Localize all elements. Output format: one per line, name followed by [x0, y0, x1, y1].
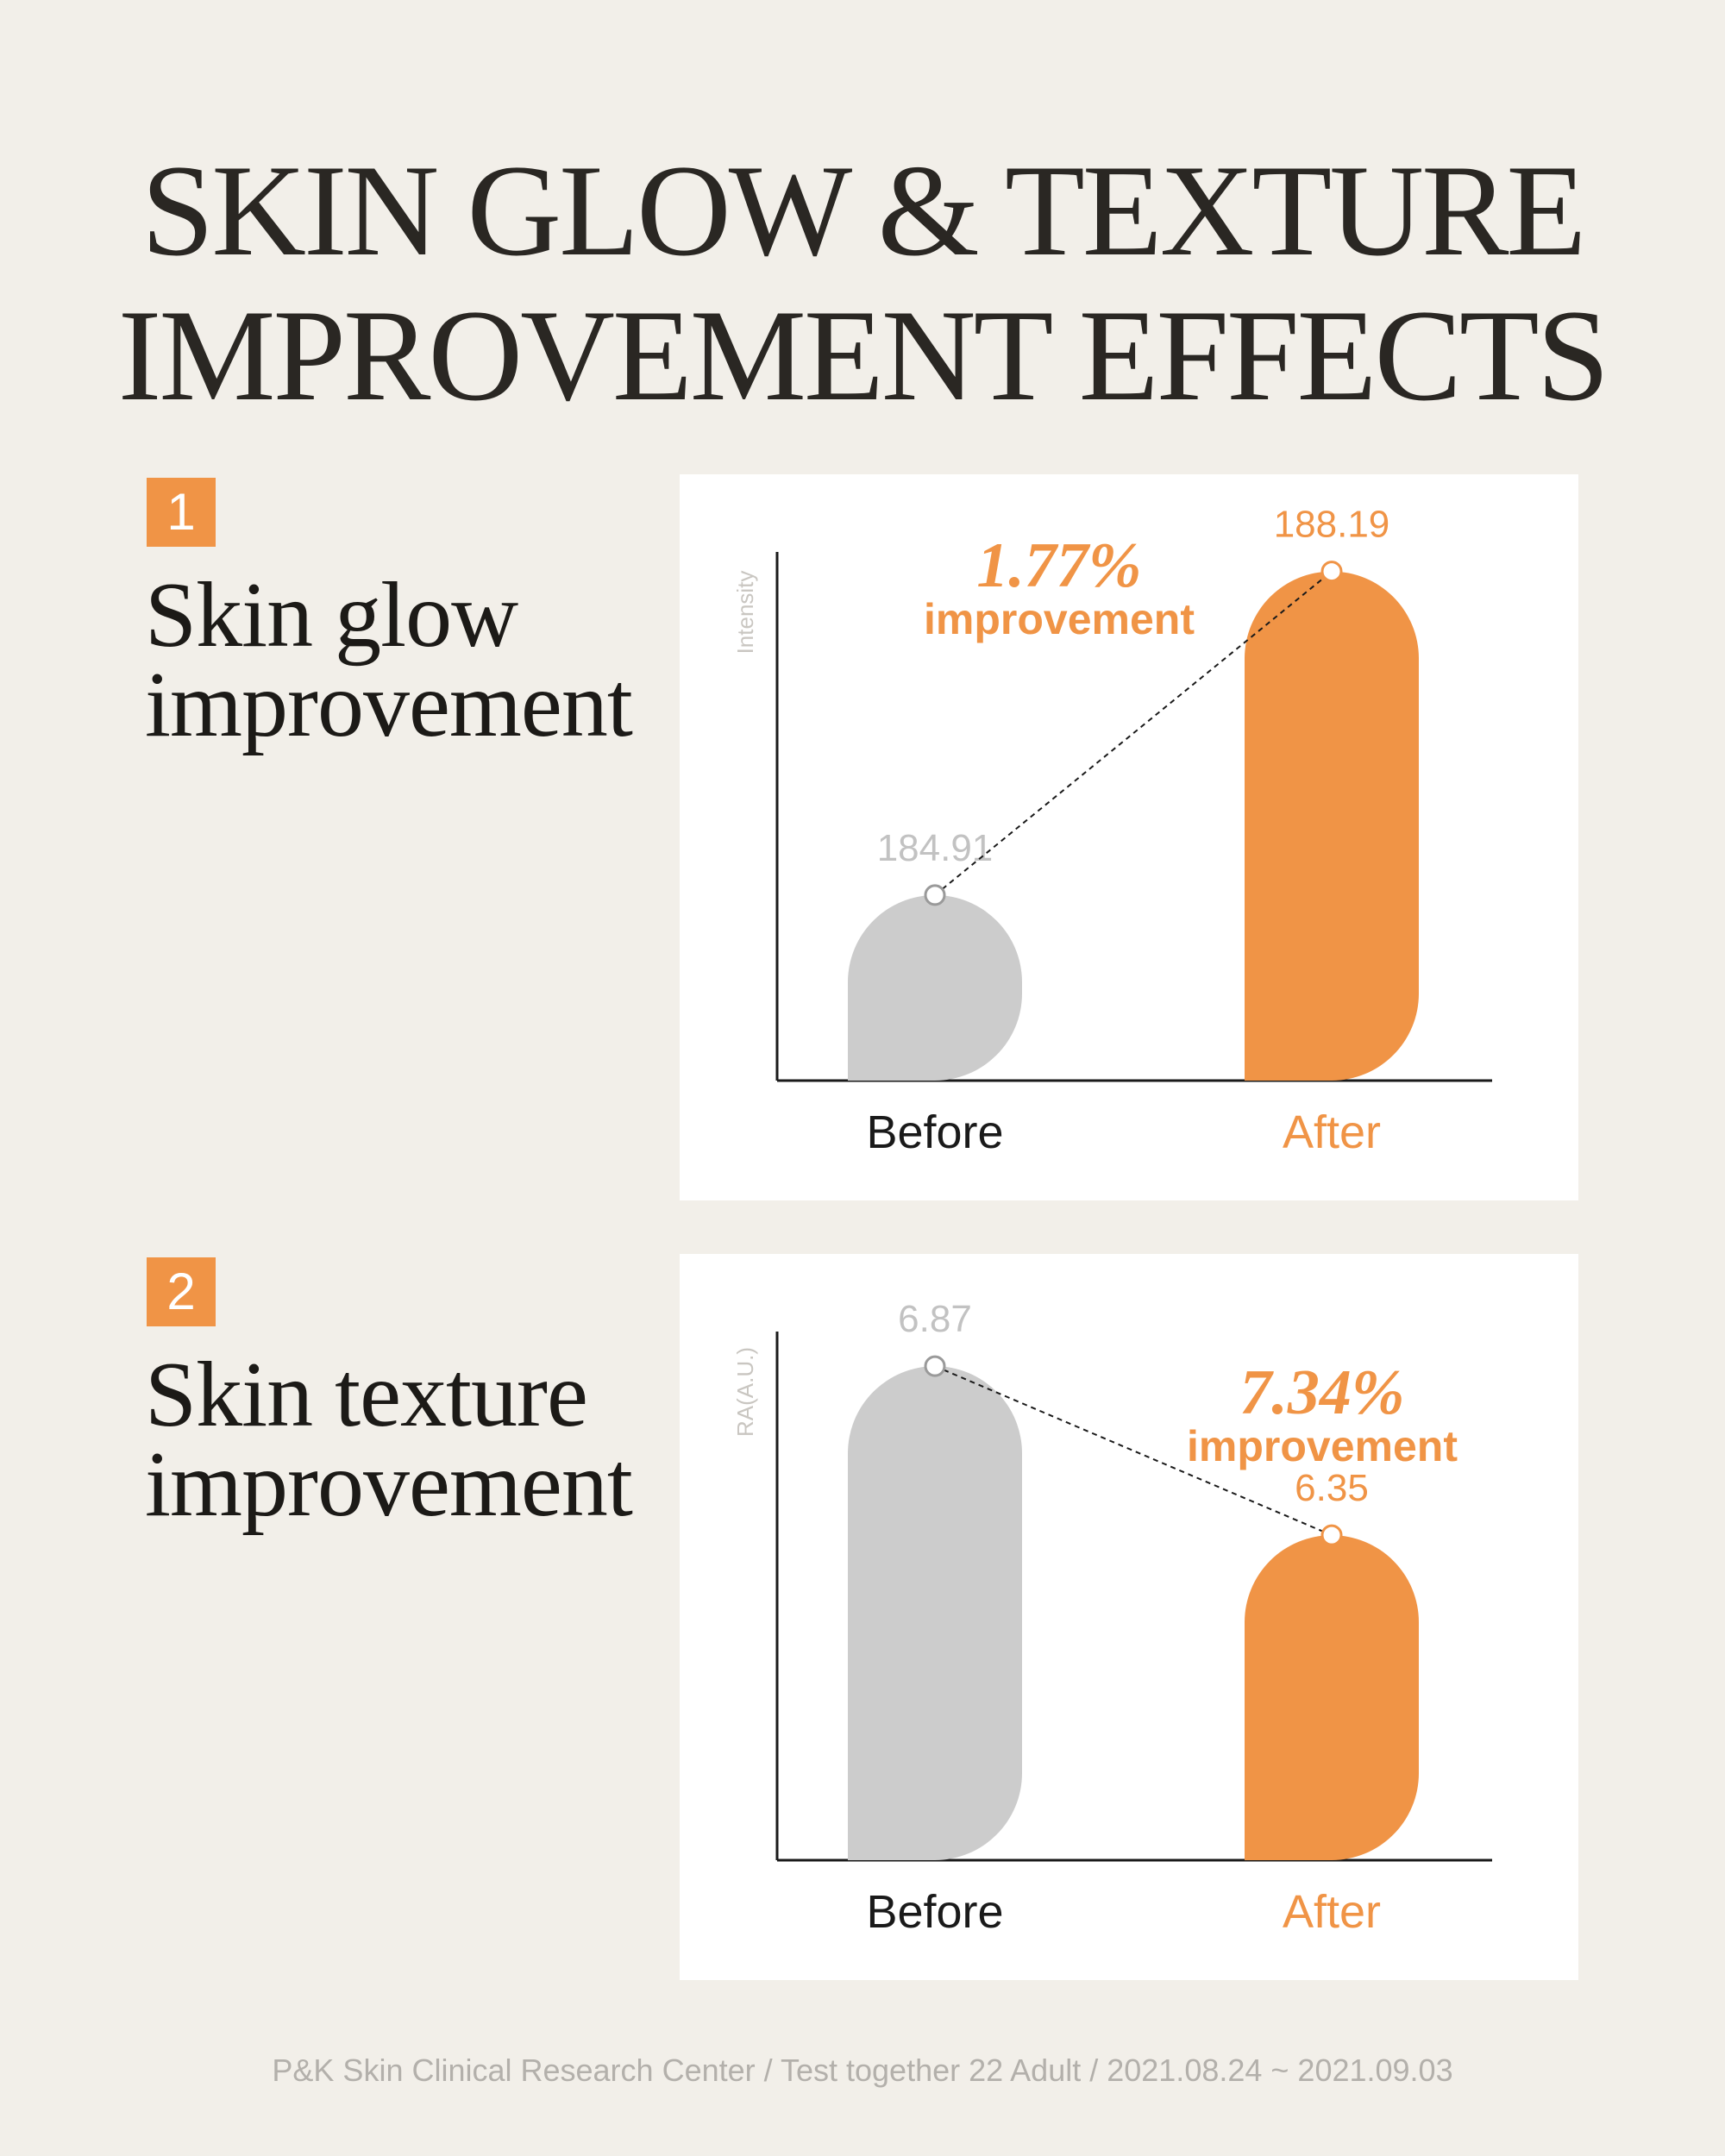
before-marker-dot [924, 1355, 946, 1377]
section-2-title-line-2: improvement [145, 1433, 633, 1536]
texture-chart: RA(A.U.) 6.87 Before 6.35 After 7.34%improvem… [732, 1298, 1492, 1938]
glow-chart-panel: Intensity 184.91 Before 188.19 After 1.77% imp… [680, 474, 1578, 1200]
after-bar [1245, 1535, 1419, 1860]
after-bar [1245, 571, 1419, 1081]
section-1-title-line-2: improvement [145, 654, 633, 756]
improvement-percent: 7.34% [1239, 1357, 1404, 1428]
y-axis-label: RA(A.U.) [732, 1347, 758, 1437]
after-category-label: After [1283, 1106, 1381, 1158]
section-2-number-badge: 2 [147, 1257, 216, 1326]
section-1-title: Skin glow improvement [145, 564, 697, 756]
before-marker-dot [924, 884, 946, 906]
before-category-label: Before [866, 1886, 1003, 1938]
after-value-label: 6.35 [1295, 1467, 1369, 1509]
source-footnote: P&K Skin Clinical Research Center / Test… [272, 2053, 1453, 2088]
section-1-number-badge: 1 [147, 478, 216, 547]
before-value-label: 6.87 [898, 1298, 972, 1340]
page-title-line-2: IMPROVEMENT EFFECTS [117, 283, 1609, 428]
glow-chart: Intensity 184.91 Before 188.19 After 1.77%imp… [732, 504, 1492, 1158]
before-value-label: 184.91 [877, 827, 994, 869]
y-axis-label: Intensity [732, 571, 758, 655]
after-category-label: After [1283, 1886, 1381, 1938]
page-title-line-1: SKIN GLOW & TEXTURE [141, 138, 1587, 283]
before-bar [848, 1366, 1022, 1860]
before-bar [848, 894, 1022, 1081]
section-1-title-line-1: Skin glow [145, 564, 518, 667]
before-category-label: Before [866, 1106, 1003, 1158]
improvement-percent: 1.77% [976, 530, 1141, 601]
after-marker-dot [1320, 1524, 1343, 1546]
improvement-label: improvement [924, 595, 1195, 643]
after-marker-dot [1320, 561, 1343, 583]
section-2-title-line-1: Skin texture [145, 1344, 588, 1446]
texture-chart-panel: RA(A.U.) 6.87 Before 6.35 After 7.34% improvem… [680, 1254, 1578, 1980]
page-title: SKIN GLOW & TEXTURE IMPROVEMENT EFFECTS [0, 138, 1725, 428]
after-value-label: 188.19 [1274, 504, 1390, 546]
improvement-label: improvement [1187, 1422, 1458, 1470]
section-2-title: Skin texture improvement [145, 1344, 697, 1536]
